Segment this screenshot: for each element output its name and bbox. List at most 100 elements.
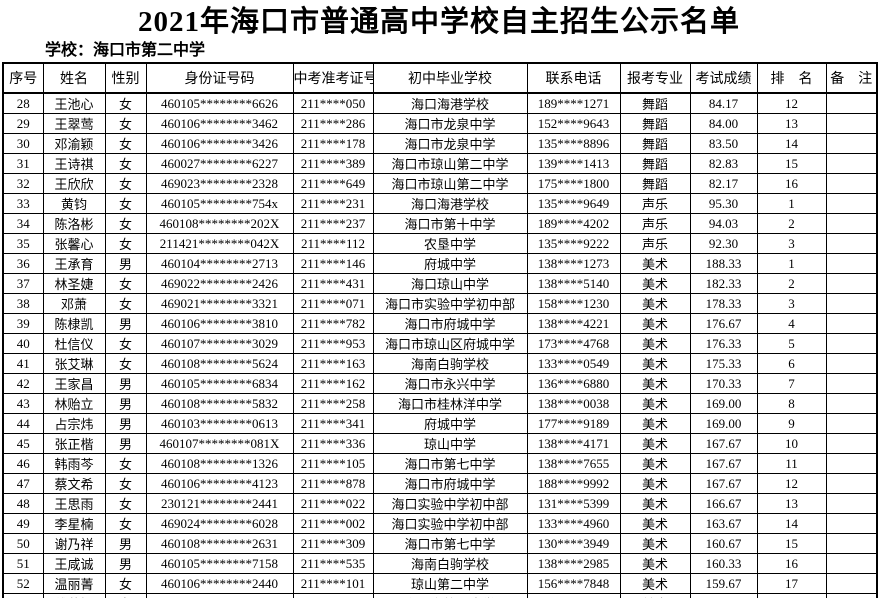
cell-note: [825, 573, 878, 594]
table-row: 41 张艾琳女 460108********5624 211****163 海南白驹学校…: [2, 353, 878, 374]
cell-school: 海南白驹学校: [372, 353, 528, 374]
cell-rank: 5: [756, 333, 827, 354]
cell-rank: 15: [756, 533, 827, 554]
cell-phone: 130****3949: [526, 533, 621, 554]
cell-score: 83.50: [689, 133, 758, 154]
cell-phone: 138****4171: [526, 433, 621, 454]
cell-rank: 4: [756, 313, 827, 334]
cell-id-number: 460108********5624: [145, 353, 294, 374]
cell-major: 美术: [619, 273, 691, 294]
cell-school: 府城中学: [372, 413, 528, 434]
cell-score: 82.83: [689, 153, 758, 174]
cell-phone: 152****9643: [526, 113, 621, 134]
cell-exam-number: 211****878: [292, 473, 374, 494]
cell-school: 海口市龙泉中学: [372, 133, 528, 154]
cell-score: 84.17: [689, 92, 758, 114]
cell-gender: 女: [104, 353, 147, 374]
cell-phone: 135****9649: [526, 193, 621, 214]
cell-id-number: 469005********032X: [145, 593, 294, 598]
table-row: 47 蔡文希女 460106********4123 211****878 海口市府城中…: [2, 473, 878, 494]
cell-school: 海口海港学校: [372, 92, 528, 114]
roster-table-body: 28 王池心女 460105********6626 211****050 海口海港学校…: [2, 92, 878, 598]
cell-gender: 男: [104, 413, 147, 434]
cell-exam-number: 211****687: [292, 593, 374, 598]
cell-name: 王思雨: [42, 493, 106, 514]
cell-gender: 女: [104, 153, 147, 174]
cell-no: 36: [2, 253, 44, 274]
header-cell-exam-number: 中考准考证号: [292, 62, 374, 94]
cell-rank: 14: [756, 133, 827, 154]
cell-exam-number: 211****002: [292, 513, 374, 534]
table-row: 50 谢乃祥男 460108********2631 211****309 海口市第七中…: [2, 533, 878, 554]
cell-school: 海口市实验中学初中部: [372, 293, 528, 314]
cell-exam-number: 211****071: [292, 293, 374, 314]
cell-gender: 女: [104, 213, 147, 234]
cell-id-number: 469024********6028: [145, 513, 294, 534]
cell-name: 黄钧: [42, 193, 106, 214]
cell-phone: 138****0038: [526, 393, 621, 414]
cell-exam-number: 211****336: [292, 433, 374, 454]
cell-note: [825, 493, 878, 514]
cell-school: 海口市琼山第二中学: [372, 153, 528, 174]
cell-school: 海口市府城中学: [372, 313, 528, 334]
cell-note: [825, 373, 878, 394]
cell-school: 琼山第二中学: [372, 573, 528, 594]
cell-exam-number: 211****146: [292, 253, 374, 274]
cell-no: 45: [2, 433, 44, 454]
cell-note: [825, 553, 878, 574]
cell-gender: 女: [104, 593, 147, 598]
cell-exam-number: 211****231: [292, 193, 374, 214]
cell-school: 海口市琼山第二中学: [372, 173, 528, 194]
cell-major: 美术: [619, 513, 691, 534]
cell-note: [825, 153, 878, 174]
cell-no: 44: [2, 413, 44, 434]
cell-no: 53: [2, 593, 44, 598]
cell-id-number: 460107********3029: [145, 333, 294, 354]
cell-id-number: 460105********754x: [145, 193, 294, 214]
table-row: 37 林圣婕女 469022********2426 211****431 海口琼山中学…: [2, 273, 878, 294]
table-row: 53傅莉娜女469005********032X211****687海口市第一中…: [2, 593, 878, 598]
cell-rank: 3: [756, 233, 827, 254]
cell-note: [825, 413, 878, 434]
cell-name: 王承育: [42, 253, 106, 274]
cell-exam-number: 211****341: [292, 413, 374, 434]
cell-phone: 131****5399: [526, 493, 621, 514]
table-row: 34 陈洛彬女 460108********202X 211****237 海口市第十中…: [2, 213, 878, 234]
cell-score: 82.17: [689, 173, 758, 194]
cell-name: 邓萧: [42, 293, 106, 314]
cell-note: [825, 193, 878, 214]
cell-id-number: 460105********6626: [145, 92, 294, 114]
table-row: 38 邓萧女 469021********3321 211****071 海口市实验中学…: [2, 293, 878, 314]
header-cell-name: 姓名: [42, 62, 106, 94]
table-row: 29 王翠莺女 460106********3462 211****286 海口市龙泉中…: [2, 113, 878, 134]
cell-phone: 135****8896: [526, 133, 621, 154]
cell-major: 舞蹈: [619, 173, 691, 194]
cell-major: 美术: [619, 253, 691, 274]
cell-major: 美术: [619, 293, 691, 314]
cell-id-number: 469022********2426: [145, 273, 294, 294]
cell-score: 95.30: [689, 193, 758, 214]
header-row: 序号 姓名 性别 身份证号码 中考准考证号 初中毕业学校 联系电话 报考专业 考试成绩排 名备 …: [2, 62, 878, 94]
cell-no: 32: [2, 173, 44, 194]
cell-gender: 女: [104, 293, 147, 314]
cell-no: 37: [2, 273, 44, 294]
cell-score: 170.33: [689, 373, 758, 394]
cell-major: 美术: [619, 333, 691, 354]
cell-major: 美术: [619, 433, 691, 454]
cell-note: [825, 113, 878, 134]
cell-note: [825, 92, 878, 114]
table-row: 30 邓渝颖女 460106********3426 211****178 海口市龙泉中…: [2, 133, 878, 154]
cell-rank: 12: [756, 92, 827, 114]
cell-exam-number: 211****309: [292, 533, 374, 554]
cell-id-number: 460107********081X: [145, 433, 294, 454]
cell-exam-number: 211****389: [292, 153, 374, 174]
cell-gender: 女: [104, 333, 147, 354]
cell-rank: 13: [756, 493, 827, 514]
cell-id-number: 469023********2328: [145, 173, 294, 194]
cell-score: 178.33: [689, 293, 758, 314]
cell-phone: 133****0549: [526, 353, 621, 374]
cell-phone: 189****1271: [526, 92, 621, 114]
cell-school: 府城中学: [372, 253, 528, 274]
cell-score: 169.00: [689, 393, 758, 414]
cell-name: 邓渝颖: [42, 133, 106, 154]
